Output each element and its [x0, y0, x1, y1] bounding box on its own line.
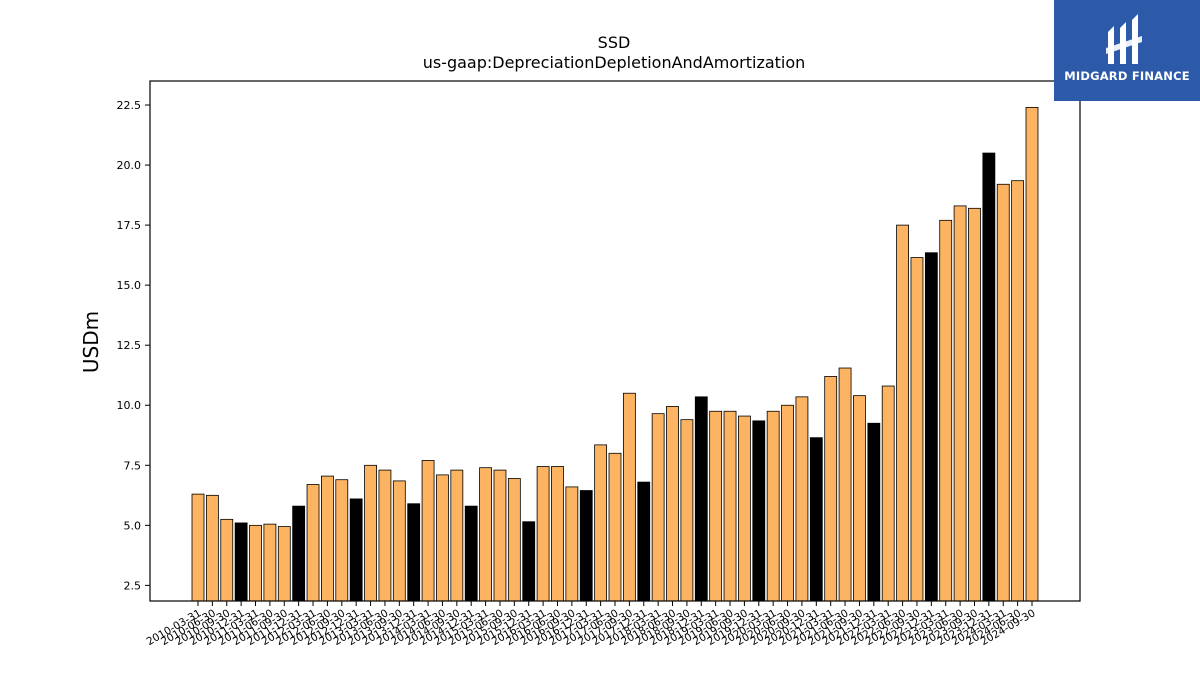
bar — [464, 505, 478, 602]
bar — [853, 395, 866, 602]
logo-text: MIDGARD FINANCE — [1064, 69, 1190, 83]
bar — [910, 257, 924, 602]
bar — [594, 444, 608, 602]
bar — [824, 376, 838, 602]
bar — [551, 466, 564, 602]
bar — [723, 410, 737, 602]
bar — [306, 484, 320, 602]
bar — [939, 219, 953, 602]
bar — [277, 526, 291, 602]
y-tick-label: 10.0 — [117, 399, 142, 412]
bar — [249, 524, 262, 602]
bar — [292, 505, 306, 602]
bar — [191, 493, 205, 602]
bar — [335, 479, 349, 602]
bar — [694, 396, 708, 602]
bar — [666, 406, 679, 602]
y-tick-label: 5.0 — [124, 519, 142, 532]
bar — [205, 494, 219, 602]
bar — [924, 252, 938, 602]
bar — [752, 420, 766, 602]
y-tick-label: 22.5 — [117, 99, 142, 112]
y-tick-label: 20.0 — [117, 159, 142, 172]
bar — [220, 518, 234, 602]
bar — [479, 467, 492, 602]
bar — [421, 460, 435, 602]
bar — [234, 522, 248, 602]
bar — [766, 410, 780, 602]
bar — [321, 475, 334, 602]
x-axis: 2010-03-312010-06-302010-09-302010-12-31… — [145, 601, 1038, 648]
bar — [622, 392, 636, 602]
chart-subtitle: us-gaap:DepreciationDepletionAndAmortiza… — [423, 53, 806, 72]
bar — [522, 521, 536, 602]
bar — [982, 152, 996, 602]
bar — [809, 437, 823, 602]
bar — [565, 486, 579, 602]
bar — [392, 480, 406, 602]
y-tick-label: 7.5 — [124, 459, 142, 472]
bar — [680, 419, 694, 602]
bar — [637, 481, 651, 602]
bar — [1011, 180, 1025, 602]
bar — [378, 469, 392, 602]
bars-group — [191, 107, 1039, 602]
bar — [579, 490, 593, 602]
bar — [867, 422, 881, 602]
plot-frame — [149, 80, 1081, 602]
bar — [709, 410, 723, 602]
bar — [263, 523, 277, 602]
bar — [536, 466, 550, 602]
bar — [436, 474, 449, 602]
bar — [896, 224, 909, 602]
bar — [996, 183, 1010, 602]
bar — [795, 396, 809, 602]
bar — [407, 503, 421, 602]
bar — [651, 413, 665, 602]
y-tick-label: 2.5 — [124, 579, 142, 592]
bar — [781, 404, 794, 602]
y-tick-label: 15.0 — [117, 279, 142, 292]
y-tick-label: 17.5 — [117, 219, 142, 232]
bar — [953, 205, 967, 602]
y-tick-label: 12.5 — [117, 339, 142, 352]
bar — [364, 464, 377, 602]
bar — [838, 367, 852, 602]
y-axis-label: USDm — [79, 311, 103, 373]
bar — [507, 478, 521, 602]
brand-logo: MIDGARD FINANCE — [1054, 0, 1200, 101]
bar — [493, 469, 507, 602]
bar — [968, 207, 981, 602]
bar — [1025, 107, 1039, 602]
bar — [738, 415, 751, 602]
chart-title: SSD — [598, 33, 631, 52]
bar — [349, 498, 363, 602]
bar — [450, 469, 464, 602]
y-axis: 2.5 5.0 7.5 10.0 12.5 15.0 17.5 20.0 22.5 — [117, 99, 150, 592]
bar — [608, 452, 622, 602]
logo-mark-icon — [1106, 14, 1142, 64]
bar — [881, 385, 895, 602]
